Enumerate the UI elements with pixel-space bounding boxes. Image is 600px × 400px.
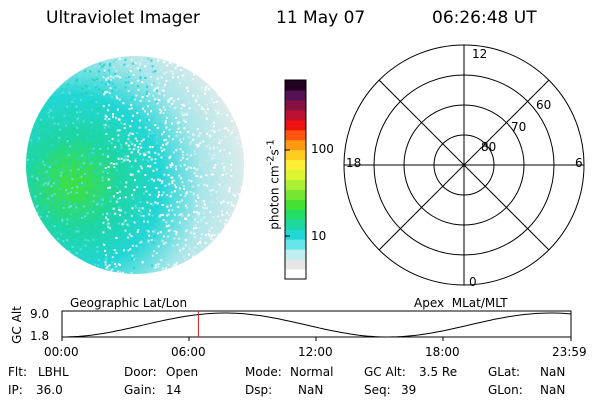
flt-label: Flt: — [8, 365, 27, 379]
timeline-ticks — [61, 337, 572, 341]
mode-label: Mode: — [245, 365, 282, 379]
dsp-value: NaN — [298, 383, 324, 397]
time-label: 06:26:48 UT — [432, 8, 537, 28]
gain-value: 14 — [166, 383, 182, 397]
gcalt-label: GC Alt: — [364, 365, 406, 379]
gcalt-value: 3.5 Re — [419, 365, 458, 379]
glon-label: GLon: — [488, 383, 523, 397]
colorbar-frame — [284, 79, 307, 280]
timeline-ytick-bottom: 1.8 — [30, 329, 50, 343]
polar-label-60: 60 — [536, 98, 552, 112]
ip-label: IP: — [8, 383, 23, 397]
seq-label: Seq: — [364, 383, 391, 397]
colorbar-label-100: 100 — [311, 142, 334, 156]
gain-label: Gain: — [124, 383, 156, 397]
flt-value: LBHL — [38, 365, 69, 379]
instrument-title: Ultraviolet Imager — [46, 8, 200, 28]
polar-label-80: 80 — [481, 140, 497, 154]
uv-image-disk — [26, 56, 244, 274]
timeline-right-title: Apex MLat/MLT — [414, 296, 508, 310]
xtick-1800: 18:00 — [425, 345, 460, 359]
dsp-label: Dsp: — [245, 383, 273, 397]
polar-label-18: 18 — [346, 156, 362, 170]
xtick-0000: 00:00 — [44, 345, 79, 359]
polar-label-70: 70 — [511, 120, 527, 134]
glat-label: GLat: — [488, 365, 521, 379]
timeline-ytick-top: 9.0 — [30, 307, 50, 321]
door-value: Open — [166, 365, 199, 379]
polar-label-0: 0 — [469, 275, 477, 289]
xtick-2359: 23:59 — [552, 345, 587, 359]
xtick-1200: 12:00 — [298, 345, 333, 359]
colorbar-unit-label: photon cm-2s-1 — [265, 139, 282, 230]
ip-value: 36.0 — [36, 383, 63, 397]
altitude-curve — [62, 312, 572, 338]
mode-value: Normal — [290, 365, 334, 379]
timeline-ylabel: GC Alt — [10, 306, 24, 344]
polar-diagonal-2 — [378, 79, 550, 251]
glon-value: NaN — [540, 383, 566, 397]
polar-label-12: 12 — [472, 47, 488, 61]
colorbar-label-10: 10 — [311, 229, 327, 243]
date-label: 11 May 07 — [276, 8, 366, 28]
door-label: Door: — [124, 365, 157, 379]
polar-label-6: 6 — [575, 156, 583, 170]
colorbar — [285, 80, 306, 280]
polar-grid — [343, 44, 585, 286]
seq-value: 39 — [401, 383, 417, 397]
timeline-left-title: Geographic Lat/Lon — [70, 296, 188, 310]
glat-value: NaN — [540, 365, 566, 379]
xtick-0600: 06:00 — [171, 345, 206, 359]
image-speckle — [26, 57, 244, 274]
timeline-frame — [61, 310, 572, 338]
